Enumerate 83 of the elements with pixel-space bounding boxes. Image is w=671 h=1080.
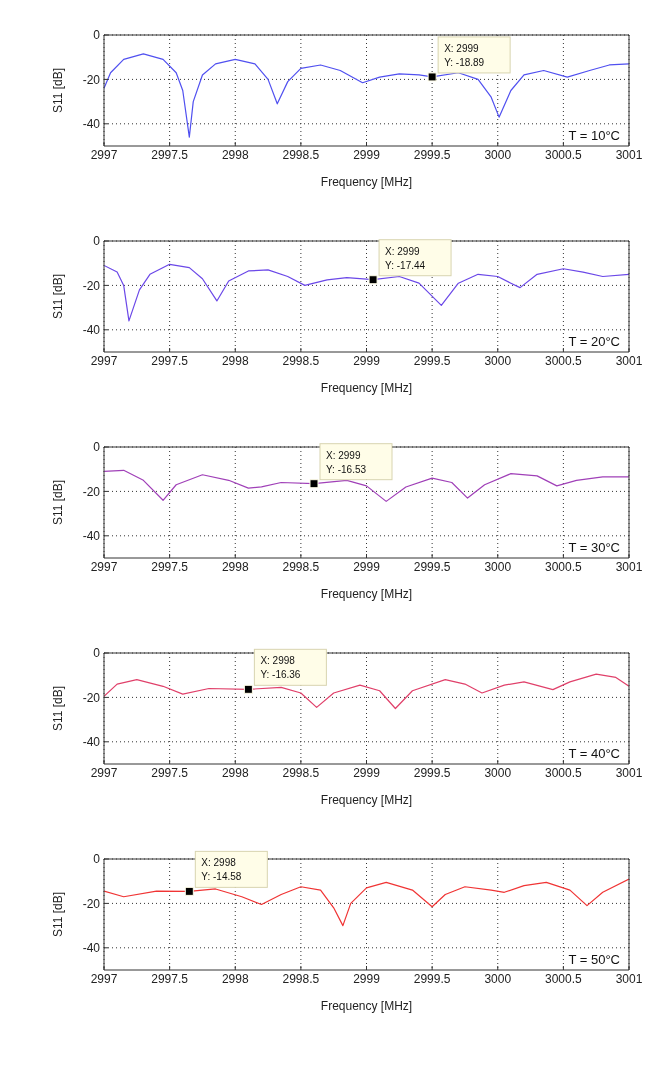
x-tick-label: 2999.5 [413,353,451,368]
x-tick-label: 2997.5 [151,353,189,368]
y-tick-label: -20 [82,278,101,293]
x-axis-title: Frequency [MHz] [320,381,413,395]
y-tick-label: -20 [82,690,101,705]
x-tick-label: 2999 [353,353,381,368]
annotation: T = 40°C [568,746,620,761]
y-tick-label: 0 [93,852,101,867]
x-axis-title: Frequency [MHz] [320,587,413,601]
annotation: X: 2999 Y: -18.89 [444,42,485,68]
x-tick-label: 2999.5 [413,559,451,574]
annotation: T = 50°C [568,952,620,967]
x-tick-label: 2997 [90,353,118,368]
x-tick-label: 2998.5 [282,765,320,780]
x-tick-label: 2997.5 [151,971,189,986]
line-series [104,878,629,927]
annotation: X: 2998 Y: -16.36 [260,655,301,681]
x-tick-label: 3001 [615,765,643,780]
x-tick-label: 2998 [221,971,249,986]
y-tick-label: 0 [93,234,101,249]
x-tick-label: 3000.5 [545,559,583,574]
x-tick-label: 3000.5 [545,971,583,986]
y-axis-title: S11 [dB] [51,273,66,320]
x-tick-label: 2997 [90,765,118,780]
x-tick-label: 2997 [90,559,118,574]
y-tick-label: -40 [82,941,101,956]
x-tick-label: 2999.5 [413,147,451,162]
x-tick-label: 2999 [353,971,381,986]
annotation: T = 30°C [568,540,620,555]
x-tick-label: 3000 [484,765,512,780]
x-tick-label: 2997 [90,147,118,162]
x-tick-label: 2998.5 [282,353,320,368]
y-tick-label: 0 [93,28,101,43]
x-tick-label: 2997.5 [151,559,189,574]
annotation: X: 2999 Y: -16.53 [326,449,367,475]
x-tick-label: 2997 [90,971,118,986]
annotation: T = 10°C [568,128,620,143]
x-tick-label: 3000 [484,353,512,368]
annotation: T = 20°C [568,334,620,349]
line-series [104,263,629,322]
x-tick-label: 3000 [484,147,512,162]
annotation: X: 2998 Y: -14.58 [201,857,242,883]
line-series [104,53,629,138]
x-axis-title: Frequency [MHz] [320,793,413,807]
x-tick-label: 3000.5 [545,147,583,162]
x-tick-label: 3001 [615,147,643,162]
x-tick-label: 2998.5 [282,559,320,574]
x-tick-label: 3000 [484,971,512,986]
x-tick-label: 2998 [221,765,249,780]
x-axis-title: Frequency [MHz] [320,175,413,189]
x-tick-label: 2998 [221,353,249,368]
x-tick-label: 3001 [615,559,643,574]
y-axis-title: S11 [dB] [51,891,66,938]
x-tick-label: 3001 [615,353,643,368]
y-tick-label: -40 [82,735,101,750]
y-tick-label: -20 [82,72,101,87]
annotation: X: 2999 Y: -17.44 [385,245,426,271]
x-tick-label: 3000.5 [545,353,583,368]
x-tick-label: 3000 [484,559,512,574]
x-tick-label: 3001 [615,971,643,986]
x-tick-label: 2998 [221,559,249,574]
x-tick-label: 2998 [221,147,249,162]
y-tick-label: -20 [82,896,101,911]
y-tick-label: -40 [82,323,101,338]
x-tick-label: 2997.5 [151,147,189,162]
y-tick-label: 0 [93,440,101,455]
x-axis-title: Frequency [MHz] [320,999,413,1013]
x-tick-label: 2999 [353,765,381,780]
y-tick-label: -40 [82,117,101,132]
y-tick-label: 0 [93,646,101,661]
y-tick-label: -20 [82,484,101,499]
x-tick-label: 2999.5 [413,971,451,986]
x-tick-label: 2999.5 [413,765,451,780]
x-tick-label: 2999 [353,147,381,162]
x-tick-label: 2997.5 [151,765,189,780]
y-axis-title: S11 [dB] [51,67,66,114]
x-tick-label: 2999 [353,559,381,574]
y-axis-title: S11 [dB] [51,479,66,526]
y-axis-title: S11 [dB] [51,685,66,732]
y-tick-label: -40 [82,529,101,544]
x-tick-label: 2998.5 [282,147,320,162]
x-tick-label: 2998.5 [282,971,320,986]
x-tick-label: 3000.5 [545,765,583,780]
